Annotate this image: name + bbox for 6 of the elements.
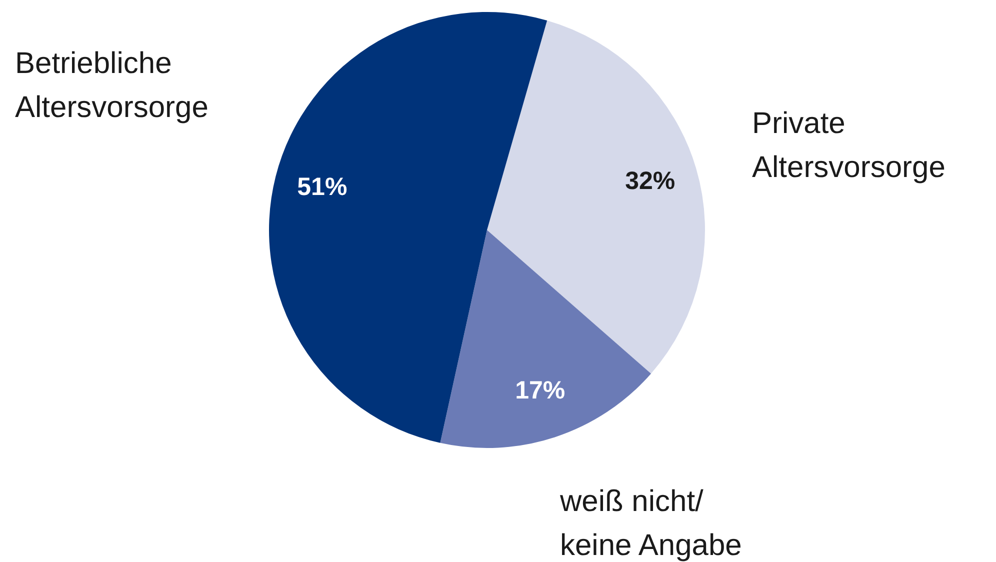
data-label: 51% (297, 173, 348, 202)
data-label: 17% (515, 376, 566, 404)
slice-label: Betriebliche Altersvorsorge (15, 46, 208, 126)
data-label: 32% (625, 166, 676, 195)
slice-label: weiß nicht/ keine Angabe (560, 484, 742, 562)
slice-label: Private Altersvorsorge (752, 106, 946, 186)
